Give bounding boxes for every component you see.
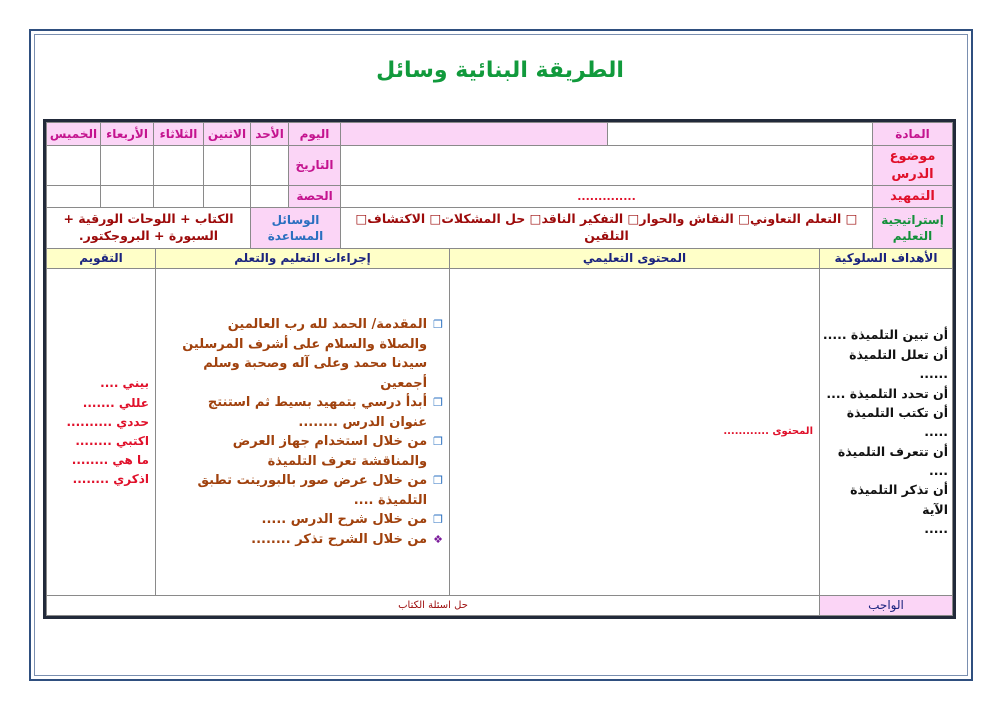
strategies-list[interactable]: □ التعلم التعاوني□ النقاش والحوار□ التفك… [340, 207, 873, 249]
page-border-inner [34, 34, 968, 676]
intro-value[interactable]: .............. [340, 185, 873, 208]
procedure-item: ❖ من خلال الشرح تذكر ........ [176, 530, 443, 550]
subject-extra[interactable] [340, 122, 608, 146]
aids-label: الوسائل المساعدة [250, 207, 341, 249]
procedure-text: من خلال عرض صور بالبورينت تطبق التلميذة … [197, 473, 428, 508]
objectives-cell: أن تبين التلميذة ..... أن تعلل التلميذة … [819, 268, 953, 596]
square-bullet-icon: ❐ [433, 513, 443, 526]
objective-item: أن تكتب التلميذة ..... [846, 404, 948, 440]
square-bullet-icon: ❐ [433, 318, 443, 331]
page-border-outer [29, 29, 973, 681]
homework-value[interactable]: حل اسئلة الكتاب [46, 595, 820, 616]
content-text: المحتوى ............ [723, 426, 813, 438]
procedure-text: المقدمة/ الحمد لله رب العالمين والصلاة و… [182, 317, 428, 391]
procedure-text: أبدأ درسي بتمهيد بسيط ثم استنتج عنوان ال… [207, 395, 428, 430]
period-label: الحصة [288, 185, 341, 208]
subject-label: المادة [872, 122, 953, 146]
objective-item: أن تبين التلميذة ..... [822, 327, 948, 343]
objective-item: أن تحدد التلميذة .... [826, 385, 948, 401]
day-label: اليوم [288, 122, 341, 146]
day-thursday: الخميس [46, 122, 101, 146]
procedure-item: ❐ من خلال شرح الدرس ..... [176, 510, 443, 530]
date-wednesday[interactable] [100, 145, 154, 186]
topic-label: موضوع الدرس [872, 145, 953, 186]
evaluation-item: اكتبي ........ [75, 434, 149, 448]
objective-item: أن تعلل التلميذة ...... [849, 346, 948, 382]
procedure-text: من خلال استخدام جهاز العرض والمناقشة تعر… [232, 434, 428, 469]
procedure-item: ❐ من خلال عرض صور بالبورينت تطبق التلميذة… [176, 471, 443, 510]
procedure-item: ❐ من خلال استخدام جهاز العرض والمناقشة تع… [176, 432, 443, 471]
lesson-plan-table: المادة اليوم الأحد الاثنين الثلاثاء الأر… [43, 119, 956, 619]
evaluation-item: عللي ....... [82, 395, 149, 410]
col-objectives: الأهداف السلوكية [819, 248, 953, 269]
content-cell: المحتوى ............ [449, 268, 820, 596]
period-thursday[interactable] [46, 185, 101, 208]
evaluation-item: بيني .... [100, 376, 149, 391]
intro-label: التمهيد [872, 185, 953, 208]
procedures-list: ❐ المقدمة/ الحمد لله رب العالمين والصلاة … [176, 315, 443, 549]
date-tuesday[interactable] [153, 145, 204, 186]
period-wednesday[interactable] [100, 185, 154, 208]
period-monday[interactable] [203, 185, 251, 208]
objective-item: أن تتعرف التلميذة .... [837, 443, 948, 479]
square-bullet-icon: ❐ [433, 396, 443, 409]
evaluation-cell: بيني .... عللي ....... حددي .......... ا… [46, 268, 156, 596]
square-bullet-icon: ❐ [433, 474, 443, 487]
date-thursday[interactable] [46, 145, 101, 186]
evaluation-item: حددي .......... [66, 414, 150, 429]
strategy-label: إستراتيجية التعليم [872, 207, 953, 249]
objectives-list: أن تبين التلميذة ..... أن تعلل التلميذة … [820, 325, 948, 538]
col-evaluation: التقويم [46, 248, 156, 269]
procedure-text: من خلال شرح الدرس ..... [261, 512, 428, 527]
diamond-bullet-icon: ❖ [433, 532, 443, 546]
period-tuesday[interactable] [153, 185, 204, 208]
evaluation-list: بيني .... عللي ....... حددي .......... ا… [67, 374, 150, 489]
period-sunday[interactable] [250, 185, 289, 208]
subject-value[interactable] [607, 122, 873, 146]
col-content: المحتوى التعليمي [449, 248, 820, 269]
page-title: الطريقة البنائية وسائل [376, 58, 624, 83]
homework-label: الواجب [819, 595, 953, 616]
aids-value: الكتاب + اللوحات الورقية + السبورة + الب… [46, 207, 251, 249]
day-sunday: الأحد [250, 122, 289, 146]
objective-item: أن تذكر التلميذة الآية [850, 482, 948, 517]
procedure-item: ❐ المقدمة/ الحمد لله رب العالمين والصلاة … [176, 315, 443, 393]
col-procedures: إجراءات التعليم والتعلم [155, 248, 450, 269]
date-monday[interactable] [203, 145, 251, 186]
day-tuesday: الثلاثاء [153, 122, 204, 146]
evaluation-item: ما هي ........ [71, 453, 149, 468]
procedures-cell: ❐ المقدمة/ الحمد لله رب العالمين والصلاة … [155, 268, 450, 596]
procedure-text: من خلال الشرح تذكر ........ [251, 531, 428, 547]
objective-item: ..... [924, 521, 948, 537]
square-bullet-icon: ❐ [433, 435, 443, 448]
date-label: التاريخ [288, 145, 341, 186]
date-sunday[interactable] [250, 145, 289, 186]
evaluation-item: اذكري ........ [72, 472, 149, 487]
day-wednesday: الأربعاء [100, 122, 154, 146]
procedure-item: ❐ أبدأ درسي بتمهيد بسيط ثم استنتج عنوان ا… [176, 393, 443, 432]
day-monday: الاثنين [203, 122, 251, 146]
